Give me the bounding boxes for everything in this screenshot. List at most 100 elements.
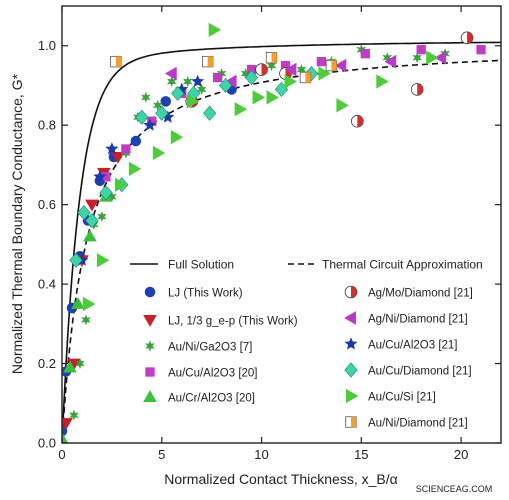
axes: 0 5 10 15 20 0.0 0.2 0.4 0.6 0.8 1.0 [38,6,501,462]
data-point [93,170,107,183]
data-point [203,105,217,121]
full-solution-curve [62,41,501,443]
data-point [175,82,189,95]
legend-label: Full Solution [168,258,234,272]
legend-label: Au/Ni/Diamond [21] [368,418,468,430]
legend-label: Ag/Ni/Diamond [21] [368,314,468,326]
data-point [105,142,119,155]
x-axis-label: Normalized Contact Thickness, x_B/α [164,471,397,487]
legend-label: Ag/Mo/Diamond [21] [368,288,473,300]
data-point [426,50,439,65]
data-points [62,22,486,443]
data-point [318,66,331,81]
y-tick-label: 0.0 [38,436,56,451]
y-tick-label: 0.6 [38,197,56,212]
data-point [85,212,99,229]
data-point [266,90,279,105]
data-point [325,59,338,72]
data-point [111,152,125,164]
data-point [83,229,97,242]
data-point [110,55,122,68]
x-tick-label: 5 [158,447,165,462]
data-point [85,199,99,212]
data-point [135,109,149,125]
data-point [160,96,172,107]
data-point [434,50,447,65]
data-point [376,74,389,89]
x-tick-label: 20 [454,447,468,462]
data-point [182,75,193,88]
data-point [77,204,91,221]
data-point [244,69,259,86]
data-point [143,118,157,131]
data-point [121,144,131,154]
x-tick-label: 10 [254,447,268,462]
data-point [152,99,163,111]
data-point [384,54,397,69]
data-point [82,296,96,312]
data-point [170,129,184,145]
y-tick-label: 0.8 [38,118,56,133]
legend-label: Au/Cr/Al2O3 [20] [168,393,255,405]
model-curves [62,41,501,443]
legend-label: LJ (This Work) [168,288,243,300]
data-point [460,31,474,45]
data-point [186,94,200,109]
data-point [284,62,297,77]
legend-marker [345,416,357,428]
data-point [208,22,222,37]
data-point [196,83,207,95]
data-point [97,211,107,223]
data-point [130,135,142,147]
x-tick-label: 0 [58,447,65,462]
data-point [63,360,77,373]
data-point [128,161,142,177]
legend-label: Au/Cu/Al2O3 [20] [168,368,258,380]
y-tick-label: 1.0 [38,38,56,53]
legend-label: Au/Ni/Ga2O3 [7] [168,342,252,354]
data-point [161,110,175,123]
data-point [416,45,426,55]
data-point [284,74,297,89]
data-point [296,64,307,76]
data-point [62,418,73,430]
data-point [212,72,223,83]
data-point [246,64,257,75]
legend-marker [344,311,356,325]
data-point [141,91,151,103]
data-point [410,83,424,96]
data-point [265,51,278,64]
legend-label: Au/Cu/Si [21] [368,392,436,404]
data-point [62,432,69,443]
data-point [99,185,113,201]
data-point [69,409,79,421]
y-tick-label: 0.2 [38,356,56,371]
data-point [412,52,422,64]
data-point [114,177,128,192]
data-point [266,60,277,72]
data-point [71,297,85,309]
data-point [155,105,169,121]
data-point [316,56,327,67]
legend-label: LJ, 1/3 g_e-p (This Work) [168,316,298,328]
legend-label: Au/Cu/Diamond [21] [368,366,472,378]
data-point [191,74,205,87]
x-tick-label: 15 [354,447,368,462]
legend-label: Au/Cu/Al2O3 [21] [368,340,458,352]
legend-marker [346,388,359,404]
legend: Full Solution Thermal Circuit Approximati… [130,258,483,430]
data-point [252,90,265,105]
data-point [152,145,166,161]
data-point [224,74,237,89]
legend-marker [344,362,358,378]
data-point [81,314,91,326]
data-point [476,45,486,55]
legend-marker [344,285,358,299]
data-point [334,58,347,73]
data-point [147,116,157,126]
data-point [382,52,393,64]
data-point [166,75,177,88]
legend-marker [143,390,157,402]
legend-marker [144,286,156,298]
